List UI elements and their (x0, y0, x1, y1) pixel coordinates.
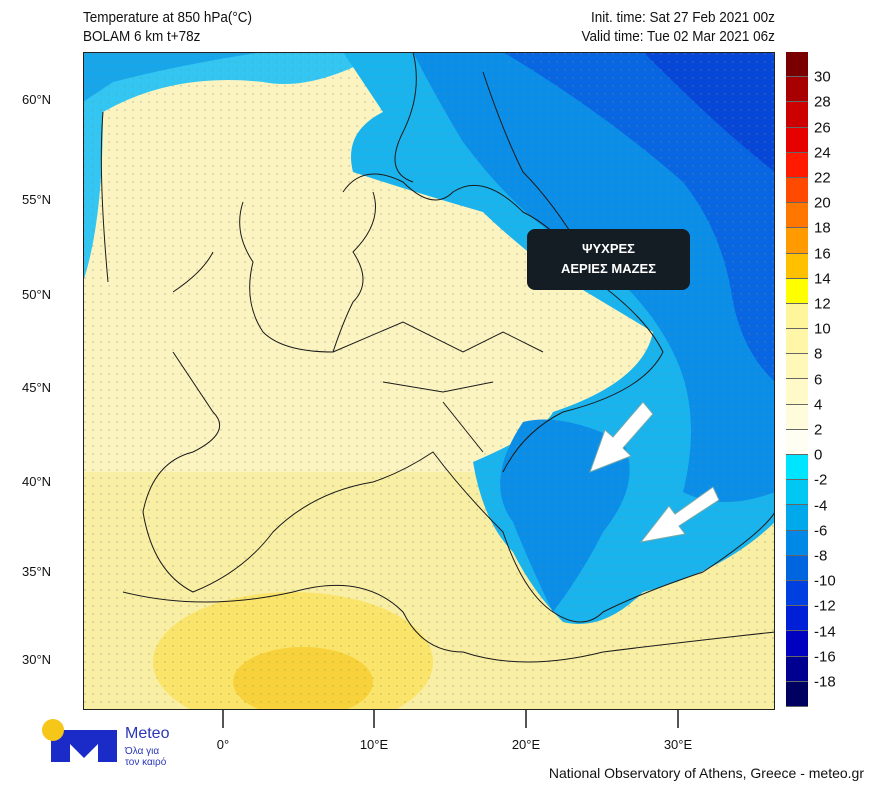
model-label: BOLAM 6 km t+78z (83, 28, 201, 45)
lon-label: 30°E (663, 737, 693, 752)
logo-tagline: Όλα για τον καιρό (125, 746, 167, 768)
lat-label: 30°N (22, 652, 52, 667)
lat-label: 40°N (22, 474, 52, 489)
colorbar-label: -16 (814, 648, 836, 666)
map-title: Temperature at 850 hPa(°C) (83, 9, 252, 26)
lat-label: 35°N (22, 564, 52, 579)
arrow-icon (639, 486, 720, 543)
colorbar-label: 0 (814, 446, 823, 464)
colorbar-box (786, 530, 808, 556)
colorbar-box (786, 102, 808, 128)
colorbar-box (786, 580, 808, 607)
arrow-icon (589, 401, 654, 473)
lat-label: 60°N (22, 92, 52, 107)
colorbar-label: 8 (814, 345, 823, 363)
colorbar-box (786, 429, 808, 455)
lon-label: 0° (216, 737, 230, 752)
meteo-logo (42, 719, 117, 762)
colorbar-label: -4 (814, 497, 828, 515)
lat-label: 50°N (22, 287, 52, 302)
colorbar-box (786, 681, 808, 707)
colorbar-box (786, 379, 808, 405)
lat-label: 45°N (22, 380, 52, 395)
valid-time: Valid time: Tue 02 Mar 2021 06z (581, 28, 775, 45)
colorbar-label: -8 (814, 547, 828, 565)
colorbar-box (786, 631, 808, 657)
colorbar-box (786, 127, 808, 153)
lon-label: 10°E (359, 737, 389, 752)
colorbar-label: 24 (814, 144, 831, 162)
credit: National Observatory of Athens, Greece -… (548, 765, 864, 781)
header-left: Temperature at 850 hPa(°C) BOLAM 6 km t+… (83, 8, 252, 46)
colorbar-box (786, 505, 808, 531)
lon-label: 20°E (511, 737, 541, 752)
cold-air-masses-annotation: ΨΥΧΡΕΣ ΑΕΡΙΕΣ ΜΑΖΕΣ (527, 229, 690, 290)
colorbar (786, 52, 808, 707)
header-right: Init. time: Sat 27 Feb 2021 00z Valid ti… (582, 8, 775, 46)
colorbar-label: 14 (814, 270, 831, 288)
colorbar-box (786, 203, 808, 229)
colorbar-box (786, 656, 808, 682)
colorbar-box (786, 480, 808, 506)
colorbar-label: 16 (814, 245, 831, 263)
colorbar-label: 18 (814, 219, 831, 237)
colorbar-label: -2 (814, 471, 828, 489)
lat-label: 55°N (22, 192, 52, 207)
colorbar-label: -12 (814, 597, 836, 615)
annotation-line2: ΑΕΡΙΕΣ ΜΑΖΕΣ (560, 261, 657, 276)
colorbar-label: -6 (814, 522, 828, 540)
init-time: Init. time: Sat 27 Feb 2021 00z (591, 9, 775, 26)
colorbar-box (786, 52, 808, 78)
colorbar-label: 22 (814, 169, 831, 187)
colorbar-label: 12 (814, 295, 831, 313)
colorbar-label: 10 (814, 320, 831, 338)
colorbar-box (786, 177, 808, 204)
annotation-line1: ΨΥΧΡΕΣ (581, 241, 635, 256)
colorbar-box (786, 303, 808, 330)
colorbar-box (786, 404, 808, 430)
colorbar-label: 2 (814, 421, 823, 439)
colorbar-label: -14 (814, 623, 836, 641)
logo-brand: Meteo (125, 725, 170, 742)
colorbar-box (786, 455, 808, 481)
colorbar-box (786, 329, 808, 355)
colorbar-box (786, 253, 808, 279)
colorbar-label: 28 (814, 93, 831, 111)
colorbar-label: 4 (814, 396, 823, 414)
colorbar-label: 26 (814, 119, 831, 137)
temperature-map (83, 52, 775, 710)
colorbar-label: 20 (814, 194, 831, 212)
colorbar-label: -18 (814, 673, 836, 691)
colorbar-box (786, 228, 808, 254)
colorbar-label: 30 (814, 68, 831, 86)
colorbar-box (786, 555, 808, 581)
colorbar-box (786, 152, 808, 178)
cold-air-arrows (589, 401, 720, 543)
colorbar-box (786, 77, 808, 103)
colorbar-box (786, 606, 808, 632)
colorbar-box (786, 278, 808, 304)
colorbar-label: -10 (814, 572, 836, 590)
colorbar-label: 6 (814, 371, 823, 389)
colorbar-box (786, 354, 808, 380)
